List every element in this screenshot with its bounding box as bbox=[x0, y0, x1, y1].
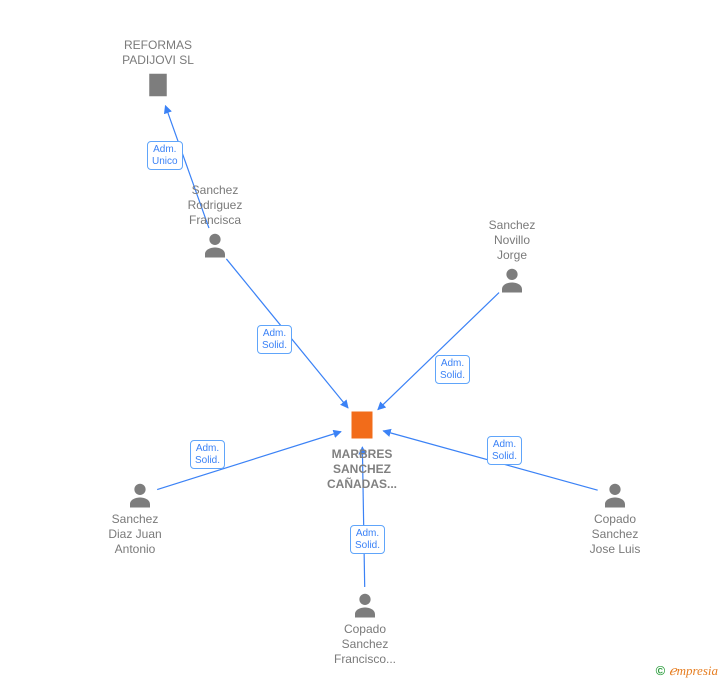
node-p_juanantonio[interactable] bbox=[125, 480, 155, 515]
edge-label: Adm. Solid. bbox=[435, 355, 470, 384]
node-p_francisco[interactable] bbox=[350, 590, 380, 625]
node-p_jorge[interactable] bbox=[497, 265, 527, 300]
edge-line bbox=[378, 293, 499, 410]
copyright-symbol: © bbox=[656, 663, 666, 678]
person-icon bbox=[200, 247, 230, 264]
node-label-p_jorge: Sanchez Novillo Jorge bbox=[467, 218, 557, 263]
copyright: © ℯmpresia bbox=[656, 663, 718, 679]
edge-label: Adm. Solid. bbox=[487, 436, 522, 465]
building-highlight-icon bbox=[344, 430, 380, 447]
node-p_joseluis[interactable] bbox=[600, 480, 630, 515]
node-p_francisca[interactable] bbox=[200, 230, 230, 265]
edge-label: Adm. Solid. bbox=[190, 440, 225, 469]
node-company_top[interactable] bbox=[143, 70, 173, 105]
edge-line bbox=[157, 432, 341, 490]
copyright-brand: ℯmpresia bbox=[669, 663, 718, 678]
node-label-p_francisco: Copado Sanchez Francisco... bbox=[320, 622, 410, 667]
node-label-company_top: REFORMAS PADIJOVI SL bbox=[113, 38, 203, 68]
edge-label: Adm. Unico bbox=[147, 141, 183, 170]
node-label-center: MARBRES SANCHEZ CAÑADAS... bbox=[317, 447, 407, 492]
node-label-p_juanantonio: Sanchez Diaz Juan Antonio bbox=[90, 512, 180, 557]
node-label-p_francisca: Sanchez Rodriguez Francisca bbox=[170, 183, 260, 228]
building-icon bbox=[143, 87, 173, 104]
edges-layer bbox=[0, 0, 728, 685]
node-label-p_joseluis: Copado Sanchez Jose Luis bbox=[570, 512, 660, 557]
person-icon bbox=[497, 282, 527, 299]
node-center[interactable] bbox=[344, 407, 380, 448]
edge-label: Adm. Solid. bbox=[257, 325, 292, 354]
edge-label: Adm. Solid. bbox=[350, 525, 385, 554]
